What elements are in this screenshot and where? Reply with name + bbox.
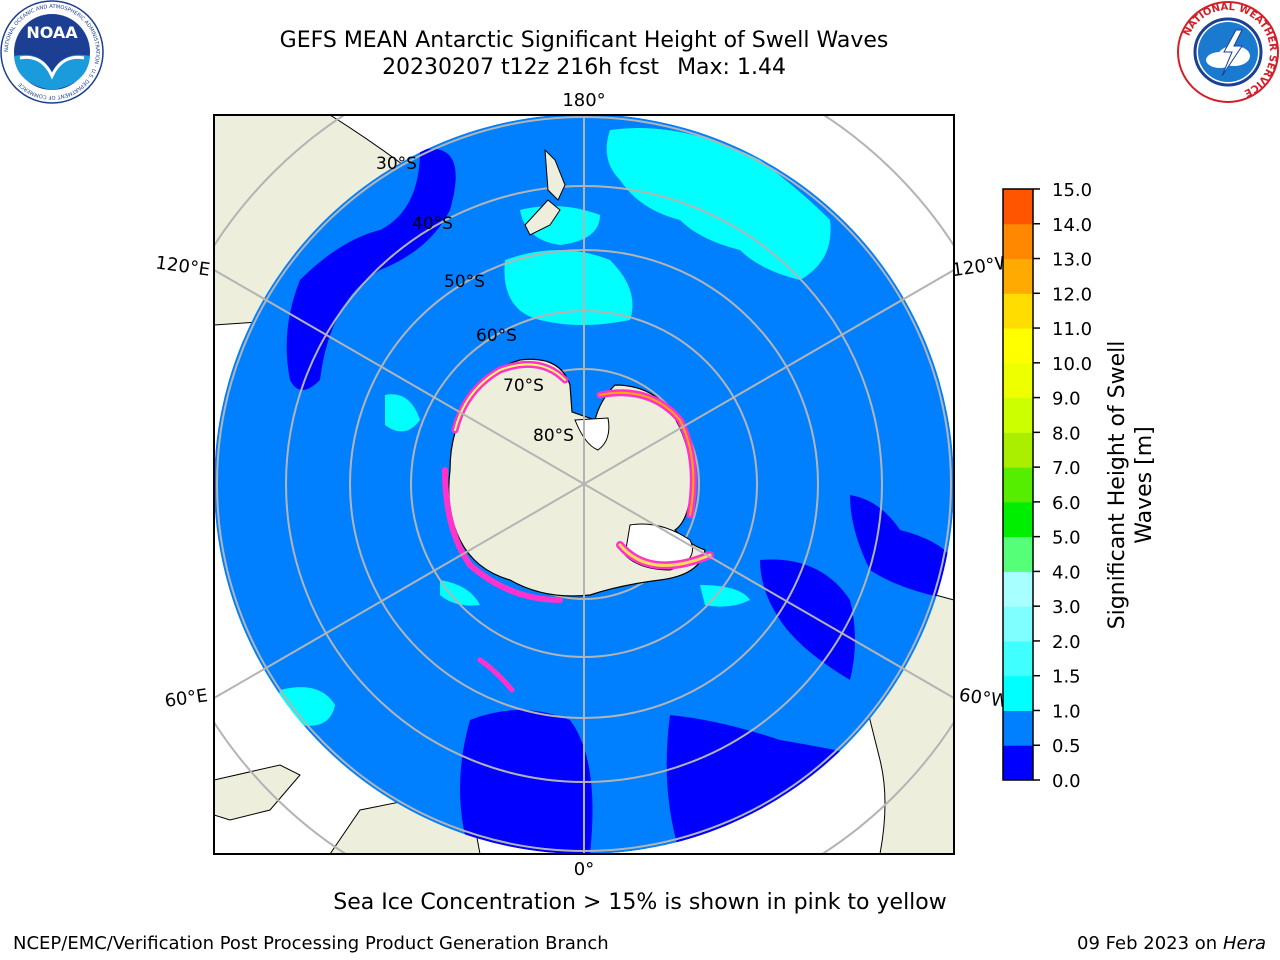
lon-label-0: 0° xyxy=(574,859,594,880)
colorbar-blocks xyxy=(1003,189,1033,781)
colorbar-block xyxy=(1003,397,1033,433)
colorbar-block xyxy=(1003,606,1033,642)
new-zealand-north xyxy=(544,148,566,201)
colorbar-block xyxy=(1003,640,1033,677)
colorbar-tick-label: 7.0 xyxy=(1052,458,1081,479)
madagascar-land xyxy=(214,764,301,821)
colorbar-tick-label: 13.0 xyxy=(1052,250,1092,271)
colorbar-tick-label: 3.0 xyxy=(1052,597,1081,618)
colorbar-block xyxy=(1003,710,1033,746)
lat-label-30s: 30°S xyxy=(376,154,417,174)
colorbar-block xyxy=(1003,745,1033,781)
colorbar-tick-label: 9.0 xyxy=(1052,389,1081,410)
colorbar-label-line2: Waves [m] xyxy=(1132,426,1157,543)
lat-label-40s: 40°S xyxy=(412,214,453,234)
colorbar-tick-label: 14.0 xyxy=(1052,215,1092,236)
colorbar-block xyxy=(1003,293,1033,329)
lat-label-80s: 80°S xyxy=(533,426,574,446)
noaa-logo: NOAA NATIONAL OCEANIC AND ATMOSPHERIC AD… xyxy=(0,0,104,104)
colorbar-block xyxy=(1003,432,1033,468)
credit-line: NCEP/EMC/Verification Post Processing Pr… xyxy=(13,933,609,954)
colorbar-ticks: 0.0 0.5 1.0 1.5 2.0 3.0 4.0 5.0 6.0 7.0 8.0 9.0 10.0… xyxy=(1033,180,1092,792)
noaa-logo-text: NOAA xyxy=(26,23,78,42)
map-frame xyxy=(213,114,955,855)
colorbar-block xyxy=(1003,362,1033,399)
colorbar-block xyxy=(1003,189,1033,225)
colorbar-label-line1: Significant Height of Swell xyxy=(1105,341,1130,630)
colorbar-label: Significant Height of Swell Waves [m] xyxy=(1105,341,1157,630)
colorbar-block xyxy=(1003,536,1033,572)
colorbar-block xyxy=(1003,258,1033,294)
colorbar-tick-label: 2.0 xyxy=(1052,632,1081,653)
colorbar-tick-label: 1.0 xyxy=(1052,701,1081,722)
machine-name: Hera xyxy=(1222,933,1266,954)
colorbar-tick-label: 10.0 xyxy=(1052,354,1092,375)
colorbar-tick-label: 1.5 xyxy=(1052,667,1081,688)
max-value: Max: 1.44 xyxy=(677,55,786,80)
date-stamp: 09 Feb 2023 on Hera xyxy=(1077,933,1266,954)
colorbar-block xyxy=(1003,571,1033,607)
colorbar-block xyxy=(1003,223,1033,260)
date-text: 09 Feb 2023 on xyxy=(1077,933,1218,954)
colorbar-tick-label: 0.5 xyxy=(1052,736,1081,757)
colorbar-tick-label: 8.0 xyxy=(1052,423,1081,444)
sea-ice-note: Sea Ice Concentration > 15% is shown in … xyxy=(333,890,947,915)
colorbar-tick-label: 12.0 xyxy=(1052,284,1092,305)
nws-logo: NATIONAL WEATHER SERVICE xyxy=(1177,1,1279,103)
lat-label-60s: 60°S xyxy=(476,326,517,346)
colorbar-tick-label: 0.0 xyxy=(1052,771,1081,792)
map-frame-contents: 30°S 40°S 50°S 60°S 70°S 80°S xyxy=(214,115,954,854)
colorbar-block xyxy=(1003,675,1033,711)
colorbar-tick-label: 6.0 xyxy=(1052,493,1081,514)
lon-label-180: 180° xyxy=(562,90,605,111)
colorbar-tick-label: 5.0 xyxy=(1052,528,1081,549)
lat-label-50s: 50°S xyxy=(444,272,485,292)
lat-label-70s: 70°S xyxy=(503,376,544,396)
forecast-run: 20230207 t12z 216h fcst xyxy=(382,55,660,80)
longitude-gridlines xyxy=(214,115,954,854)
map-title: GEFS MEAN Antarctic Significant Height o… xyxy=(279,28,889,53)
new-zealand-south xyxy=(524,199,561,236)
colorbar-block xyxy=(1003,467,1033,503)
map-subtitle: 20230207 t12z 216h fcst Max: 1.44 xyxy=(184,54,984,81)
colorbar-tick-label: 11.0 xyxy=(1052,319,1092,340)
sea-ice-fringe xyxy=(442,360,714,693)
colorbar-tick-label: 15.0 xyxy=(1052,180,1092,201)
colorbar-tick-label: 4.0 xyxy=(1052,562,1081,583)
colorbar-frame xyxy=(1002,188,1034,781)
colorbar-block xyxy=(1003,501,1033,538)
colorbar-block xyxy=(1003,328,1033,364)
